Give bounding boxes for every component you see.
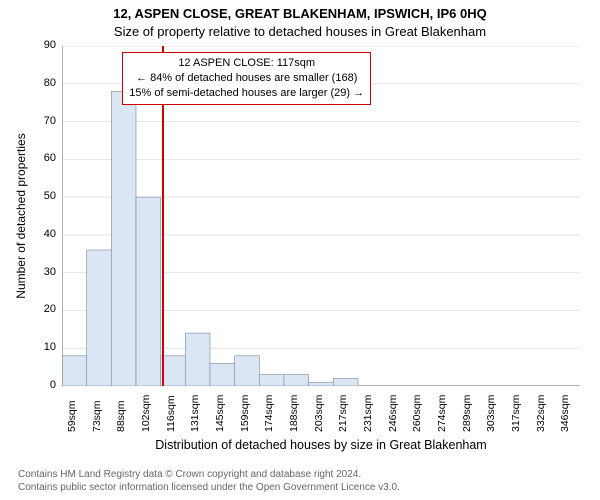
attribution-text: Contains HM Land Registry data © Crown c… <box>18 469 400 494</box>
callout-line-3: 15% of semi-detached houses are larger (… <box>129 86 364 101</box>
y-tick: 80 <box>16 77 56 89</box>
reference-callout: 12 ASPEN CLOSE: 117sqm ← 84% of detached… <box>122 52 371 105</box>
x-tick: 145sqm <box>214 395 226 432</box>
x-tick: 102sqm <box>140 395 152 432</box>
y-tick: 90 <box>16 39 56 51</box>
y-tick: 70 <box>16 115 56 127</box>
callout-line-2: ← 84% of detached houses are smaller (16… <box>129 71 364 86</box>
y-tick: 50 <box>16 190 56 202</box>
attribution-line-2: Contains public sector information licen… <box>18 482 400 495</box>
x-tick: 246sqm <box>387 395 399 432</box>
y-tick: 40 <box>16 228 56 240</box>
y-tick: 10 <box>16 341 56 353</box>
x-tick: 303sqm <box>485 395 497 432</box>
x-tick: 116sqm <box>165 395 177 432</box>
x-tick: 73sqm <box>91 400 103 432</box>
x-tick: 231sqm <box>362 395 374 432</box>
x-tick: 217sqm <box>337 395 349 432</box>
y-tick: 30 <box>16 266 56 278</box>
x-tick: 159sqm <box>239 395 251 432</box>
x-tick: 203sqm <box>313 395 325 432</box>
x-tick: 289sqm <box>461 395 473 432</box>
y-axis-label: Number of detached properties <box>14 46 32 386</box>
x-tick: 274sqm <box>436 395 448 432</box>
x-tick: 317sqm <box>510 395 522 432</box>
x-tick: 332sqm <box>535 395 547 432</box>
y-tick: 0 <box>16 379 56 391</box>
x-axis-label: Distribution of detached houses by size … <box>62 438 580 452</box>
x-tick: 131sqm <box>189 395 201 432</box>
x-tick: 174sqm <box>263 395 275 432</box>
x-tick: 188sqm <box>288 395 300 432</box>
title-address: 12, ASPEN CLOSE, GREAT BLAKENHAM, IPSWIC… <box>0 6 600 21</box>
attribution-line-1: Contains HM Land Registry data © Crown c… <box>18 469 400 482</box>
x-tick: 260sqm <box>411 395 423 432</box>
x-tick: 88sqm <box>115 400 127 432</box>
callout-line-1: 12 ASPEN CLOSE: 117sqm <box>129 56 364 71</box>
y-tick: 60 <box>16 152 56 164</box>
title-subtitle: Size of property relative to detached ho… <box>0 24 600 39</box>
figure-container: 12, ASPEN CLOSE, GREAT BLAKENHAM, IPSWIC… <box>0 0 600 500</box>
y-tick: 20 <box>16 303 56 315</box>
x-tick: 59sqm <box>66 400 78 432</box>
x-tick: 346sqm <box>559 395 571 432</box>
